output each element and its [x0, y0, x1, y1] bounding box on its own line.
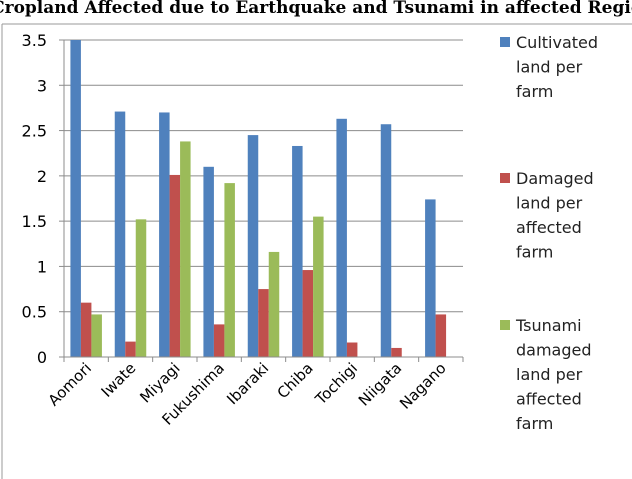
bar-iwate-series-1 — [114, 111, 126, 358]
x-tick-label-tochigi: Tochigi — [311, 359, 361, 409]
y-tick-label: 3 — [37, 76, 47, 95]
legend-label-series-3: affected — [516, 390, 582, 409]
y-tick-label: 1.5 — [22, 212, 47, 231]
bar-fukushima-series-1 — [203, 166, 214, 357]
bar-miyagi-series-1 — [159, 112, 170, 357]
bar-miyagi-series-2 — [169, 174, 181, 357]
bar-nagano-series-2 — [435, 314, 447, 357]
bar-chiba-series-1 — [292, 145, 303, 357]
legend-label-series-3: Tsunami — [515, 316, 582, 335]
bar-tochigi-series-2 — [346, 342, 358, 357]
bar-niigata-series-1 — [380, 124, 392, 357]
legend-label-series-1: farm — [516, 82, 553, 101]
x-tick-label-aomori: Aomori — [45, 359, 95, 409]
legend-label-series-2: farm — [516, 243, 553, 262]
legend-label-series-1: land per — [516, 58, 583, 77]
x-tick-label-iwate: Iwate — [98, 359, 140, 401]
bars — [70, 40, 447, 358]
chart-title: age of Cropland Affected due to Earthqua… — [0, 0, 632, 18]
bar-chiba-series-3 — [313, 216, 324, 357]
x-tick-label-chiba: Chiba — [274, 359, 317, 402]
bar-iwate-series-2 — [125, 341, 136, 357]
legend-label-series-3: damaged — [516, 341, 592, 360]
x-tick-label-nagano: Nagano — [396, 359, 450, 413]
legend-swatch-series-1 — [500, 37, 510, 47]
y-tick-label: 2 — [37, 167, 47, 186]
legend: Cultivated land per farm Damaged land per aff… — [500, 33, 598, 433]
legend-label-series-3: farm — [516, 414, 553, 433]
bar-aomori-series-1 — [70, 40, 81, 357]
bar-tochigi-series-1 — [336, 118, 347, 357]
bar-iwate-series-3 — [135, 219, 147, 357]
y-tick-label: 3.5 — [22, 31, 47, 50]
legend-label-series-1: Cultivated — [516, 33, 598, 52]
bar-fukushima-series-3 — [224, 183, 235, 357]
bar-niigata-series-2 — [391, 347, 402, 357]
legend-swatch-series-2 — [500, 173, 510, 183]
y-tick-label: 2.5 — [22, 122, 47, 141]
bar-miyagi-series-3 — [180, 141, 191, 357]
x-tick-label-ibaraki: Ibaraki — [223, 359, 272, 408]
legend-swatch-series-3 — [500, 320, 510, 330]
axes — [63, 40, 463, 358]
bar-nagano-series-1 — [425, 199, 436, 357]
y-tick-label: 0.5 — [22, 303, 47, 322]
legend-label-series-3: land per — [516, 365, 583, 384]
bar-ibaraki-series-3 — [268, 251, 280, 357]
gridlines — [64, 39, 463, 313]
legend-label-series-2: affected — [516, 218, 582, 237]
bar-ibaraki-series-2 — [258, 289, 269, 357]
bar-chiba-series-2 — [302, 270, 314, 357]
y-tick-label: 1 — [37, 257, 47, 276]
bar-fukushima-series-2 — [213, 324, 225, 357]
legend-label-series-2: Damaged — [516, 169, 594, 188]
bar-aomori-series-2 — [80, 302, 92, 357]
legend-label-series-2: land per — [516, 194, 583, 213]
bar-ibaraki-series-1 — [247, 135, 259, 357]
bar-aomori-series-3 — [91, 314, 102, 357]
y-tick-label: 0 — [37, 348, 47, 367]
y-axis-ticks: 0 0.5 1 1.5 2 2.5 3 3.5 — [22, 31, 64, 367]
